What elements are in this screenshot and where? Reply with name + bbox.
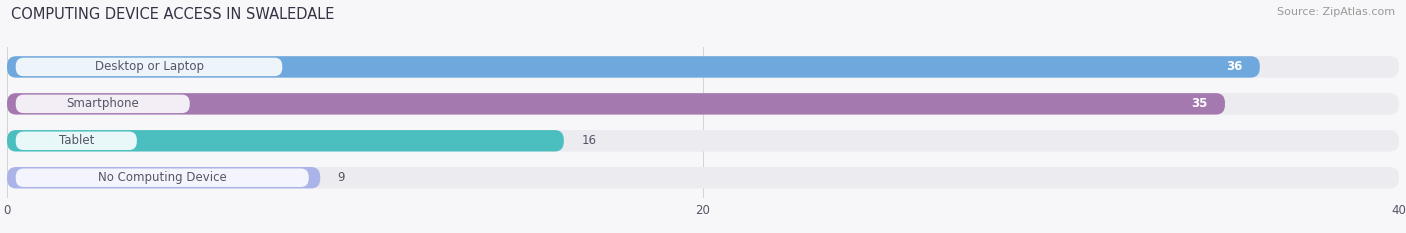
- FancyBboxPatch shape: [7, 93, 1225, 115]
- Text: Source: ZipAtlas.com: Source: ZipAtlas.com: [1277, 7, 1395, 17]
- Text: Tablet: Tablet: [59, 134, 94, 147]
- FancyBboxPatch shape: [7, 130, 1399, 151]
- FancyBboxPatch shape: [7, 56, 1399, 78]
- Text: 35: 35: [1191, 97, 1208, 110]
- Text: 9: 9: [337, 171, 344, 184]
- Text: 16: 16: [581, 134, 596, 147]
- FancyBboxPatch shape: [15, 168, 309, 187]
- FancyBboxPatch shape: [15, 95, 190, 113]
- Text: Desktop or Laptop: Desktop or Laptop: [94, 60, 204, 73]
- Text: COMPUTING DEVICE ACCESS IN SWALEDALE: COMPUTING DEVICE ACCESS IN SWALEDALE: [11, 7, 335, 22]
- FancyBboxPatch shape: [7, 130, 564, 151]
- FancyBboxPatch shape: [15, 58, 283, 76]
- FancyBboxPatch shape: [7, 167, 1399, 188]
- FancyBboxPatch shape: [15, 132, 136, 150]
- FancyBboxPatch shape: [7, 93, 1399, 115]
- Text: No Computing Device: No Computing Device: [98, 171, 226, 184]
- Text: 36: 36: [1226, 60, 1243, 73]
- Text: Smartphone: Smartphone: [66, 97, 139, 110]
- FancyBboxPatch shape: [7, 167, 321, 188]
- FancyBboxPatch shape: [7, 56, 1260, 78]
